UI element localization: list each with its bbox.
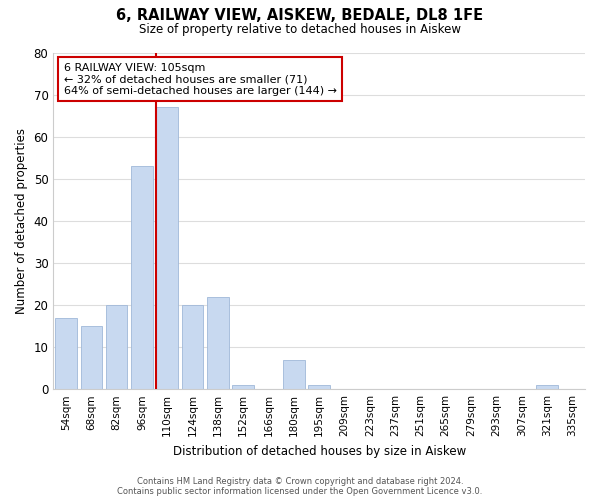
Text: Size of property relative to detached houses in Aiskew: Size of property relative to detached ho… [139, 22, 461, 36]
Text: Contains HM Land Registry data © Crown copyright and database right 2024.
Contai: Contains HM Land Registry data © Crown c… [118, 476, 482, 496]
Bar [157, 107, 178, 389]
Bar [308, 385, 330, 389]
Bar [207, 296, 229, 389]
Bar [536, 385, 558, 389]
Bar [182, 305, 203, 389]
X-axis label: Distribution of detached houses by size in Aiskew: Distribution of detached houses by size … [173, 444, 466, 458]
Bar [80, 326, 102, 389]
Text: 6 RAILWAY VIEW: 105sqm
← 32% of detached houses are smaller (71)
64% of semi-det: 6 RAILWAY VIEW: 105sqm ← 32% of detached… [64, 62, 337, 96]
Bar [283, 360, 305, 389]
Bar [232, 385, 254, 389]
Bar [55, 318, 77, 389]
Text: 6, RAILWAY VIEW, AISKEW, BEDALE, DL8 1FE: 6, RAILWAY VIEW, AISKEW, BEDALE, DL8 1FE [116, 8, 484, 22]
Bar [106, 305, 127, 389]
Y-axis label: Number of detached properties: Number of detached properties [15, 128, 28, 314]
Bar [131, 166, 152, 389]
